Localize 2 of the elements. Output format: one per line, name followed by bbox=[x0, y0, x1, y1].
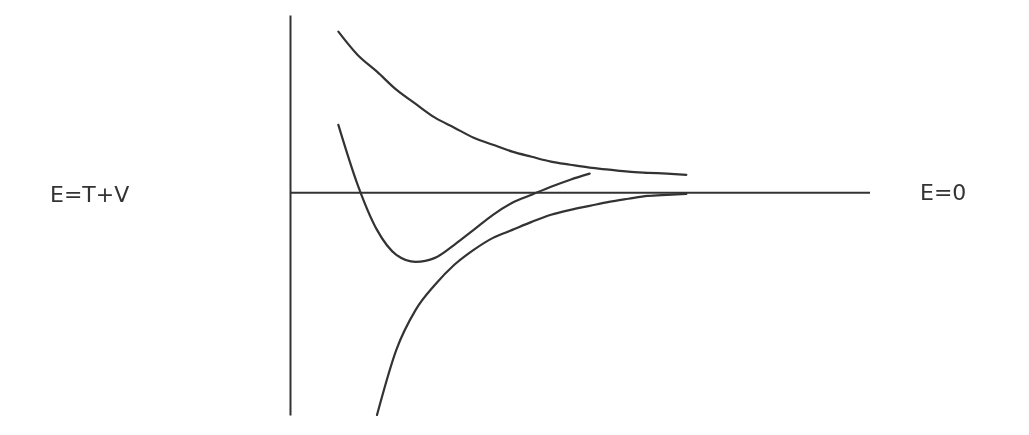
ref-line-label: E=0 bbox=[920, 179, 967, 205]
text: E=T+V bbox=[50, 182, 130, 207]
